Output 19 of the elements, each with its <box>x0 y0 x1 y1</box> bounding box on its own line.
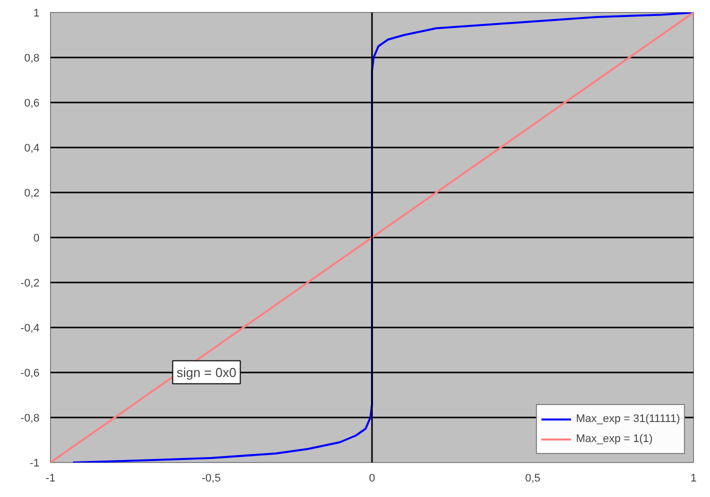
y-tick-label: -0,4 <box>20 322 40 334</box>
x-tick-label: 0,5 <box>525 472 540 484</box>
legend-label: Max_exp = 31(11111) <box>576 412 680 426</box>
y-tick-label: 0,4 <box>24 142 40 154</box>
y-tick-label: -0,6 <box>20 368 40 380</box>
x-tick-label: -0,5 <box>202 472 221 484</box>
annotation: sign = 0x0 <box>176 364 236 380</box>
y-tick-label: -0,8 <box>20 412 40 424</box>
y-tick-label: 0 <box>33 232 40 244</box>
y-tick-label: 0,6 <box>24 98 40 110</box>
y-tick-label: -1 <box>30 458 40 470</box>
x-tick-label: -1 <box>46 472 56 484</box>
x-tick-label: 0 <box>368 472 376 484</box>
x-tick-label: 1 <box>690 472 697 484</box>
y-tick-label: 1 <box>33 8 40 20</box>
y-tick-label: 0,8 <box>24 52 40 64</box>
legend-label: Max_exp = 1(1) <box>576 432 653 446</box>
y-tick-label: -0,2 <box>20 278 40 290</box>
y-tick-label: 0,2 <box>24 188 40 200</box>
